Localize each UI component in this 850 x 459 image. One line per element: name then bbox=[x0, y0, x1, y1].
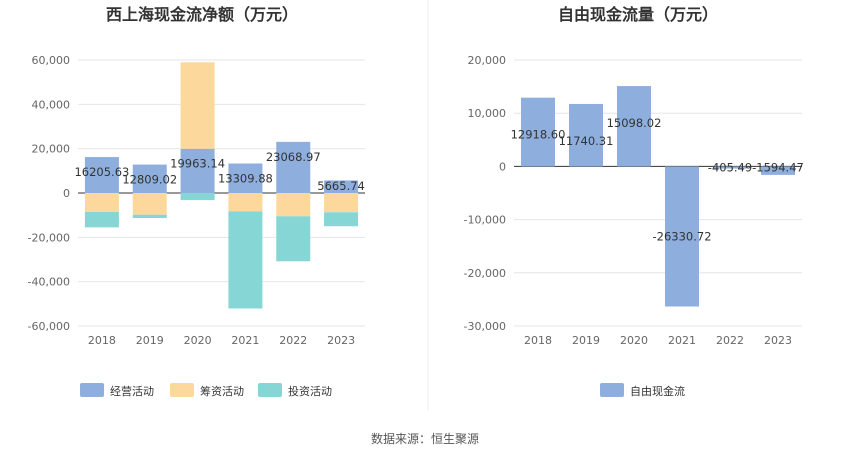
x-tick-label: 2022 bbox=[716, 334, 744, 347]
y-tick-label: -20,000 bbox=[28, 231, 70, 244]
y-tick-label: 40,000 bbox=[32, 98, 71, 111]
y-tick-label: 60,000 bbox=[32, 54, 71, 67]
data-label: 15098.02 bbox=[607, 116, 662, 130]
free-cashflow-chart: 自由现金流量（万元） 20,000 10,000 0 -10,000 -20,000 -3… bbox=[464, 5, 804, 398]
bar-2023 bbox=[324, 193, 359, 213]
x-tick-label: 2018 bbox=[524, 334, 552, 347]
bar-2023 bbox=[324, 180, 359, 193]
x-tick-label: 2018 bbox=[88, 334, 116, 347]
x-tick-label: 2019 bbox=[136, 334, 164, 347]
bar-2023 bbox=[761, 166, 795, 175]
legend-label: 自由现金流 bbox=[630, 384, 685, 398]
x-tick-label: 2020 bbox=[184, 334, 212, 347]
bar-2022 bbox=[276, 193, 311, 217]
y-tick-label: -10,000 bbox=[464, 214, 506, 227]
bar-2021 bbox=[228, 163, 263, 193]
legend-swatch bbox=[600, 383, 624, 397]
cashflow-chart: 西上海现金流净额（万元） 60,000 40,000 20,000 0 -20,000 -… bbox=[28, 5, 365, 398]
legend-swatch bbox=[80, 383, 104, 397]
y-tick-label: -40,000 bbox=[28, 276, 70, 289]
bar-2022 bbox=[713, 166, 747, 169]
y-tick-label: 0 bbox=[499, 160, 506, 173]
x-tick-label: 2019 bbox=[572, 334, 600, 347]
legend-item[interactable]: 投资活动 bbox=[258, 383, 332, 398]
bar-2021 bbox=[665, 166, 699, 307]
data-label: 5665.74 bbox=[317, 179, 365, 193]
bar-2020 bbox=[180, 193, 215, 201]
data-label: 12918.60 bbox=[511, 128, 566, 142]
legend-item[interactable]: 自由现金流 bbox=[600, 383, 685, 398]
x-tick-label: 2020 bbox=[620, 334, 648, 347]
data-label: 19963.14 bbox=[170, 157, 225, 171]
free-cashflow-chart-title: 自由现金流量（万元） bbox=[558, 5, 718, 24]
x-tick-label: 2023 bbox=[327, 334, 355, 347]
bar-2021 bbox=[228, 193, 263, 212]
x-tick-label: 2021 bbox=[668, 334, 696, 347]
cashflow-chart-title: 西上海现金流净额（万元） bbox=[106, 5, 298, 24]
bar-2019 bbox=[132, 164, 167, 193]
bar-2019 bbox=[569, 103, 603, 167]
bar-2021 bbox=[228, 211, 263, 309]
legend-item[interactable]: 筹资活动 bbox=[170, 383, 244, 398]
bar-2019 bbox=[132, 193, 167, 215]
bar-2018 bbox=[84, 211, 119, 228]
x-tick-label: 2022 bbox=[279, 334, 307, 347]
data-label: -1594.47 bbox=[752, 160, 804, 174]
data-label: 12809.02 bbox=[122, 173, 177, 187]
x-tick-label: 2021 bbox=[231, 334, 259, 347]
legend-label: 筹资活动 bbox=[200, 384, 244, 398]
y-tick-label: 10,000 bbox=[468, 107, 507, 120]
data-label: 16205.63 bbox=[74, 165, 129, 179]
legend-label: 经营活动 bbox=[110, 384, 154, 398]
bar-2018 bbox=[84, 193, 119, 212]
y-tick-label: -30,000 bbox=[464, 320, 506, 333]
bar-2020 bbox=[180, 148, 215, 193]
data-label: -26330.72 bbox=[652, 229, 711, 243]
data-label: 11740.31 bbox=[559, 134, 614, 148]
data-source-label: 数据来源：恒生聚源 bbox=[371, 431, 479, 446]
bar-2018 bbox=[84, 157, 119, 193]
y-tick-label: -60,000 bbox=[28, 320, 70, 333]
bar-2020 bbox=[617, 86, 651, 167]
y-tick-label: -20,000 bbox=[464, 267, 506, 280]
y-tick-label: 20,000 bbox=[32, 143, 71, 156]
legend-label: 投资活动 bbox=[288, 384, 332, 398]
bar-2022 bbox=[276, 141, 311, 193]
bar-2023 bbox=[324, 212, 359, 227]
y-tick-label: 20,000 bbox=[468, 54, 507, 67]
data-label: 23068.97 bbox=[266, 150, 321, 164]
bar-2022 bbox=[276, 216, 311, 262]
x-tick-label: 2023 bbox=[764, 334, 792, 347]
legend-swatch bbox=[258, 383, 282, 397]
bar-2020 bbox=[180, 62, 215, 149]
legend-swatch bbox=[170, 383, 194, 397]
bar-2019 bbox=[132, 214, 167, 219]
bar-2018 bbox=[521, 97, 555, 167]
data-label: -405.49 bbox=[708, 160, 752, 174]
y-tick-label: 0 bbox=[63, 187, 70, 200]
data-label: 13309.88 bbox=[218, 171, 273, 185]
legend-item[interactable]: 经营活动 bbox=[80, 383, 154, 398]
